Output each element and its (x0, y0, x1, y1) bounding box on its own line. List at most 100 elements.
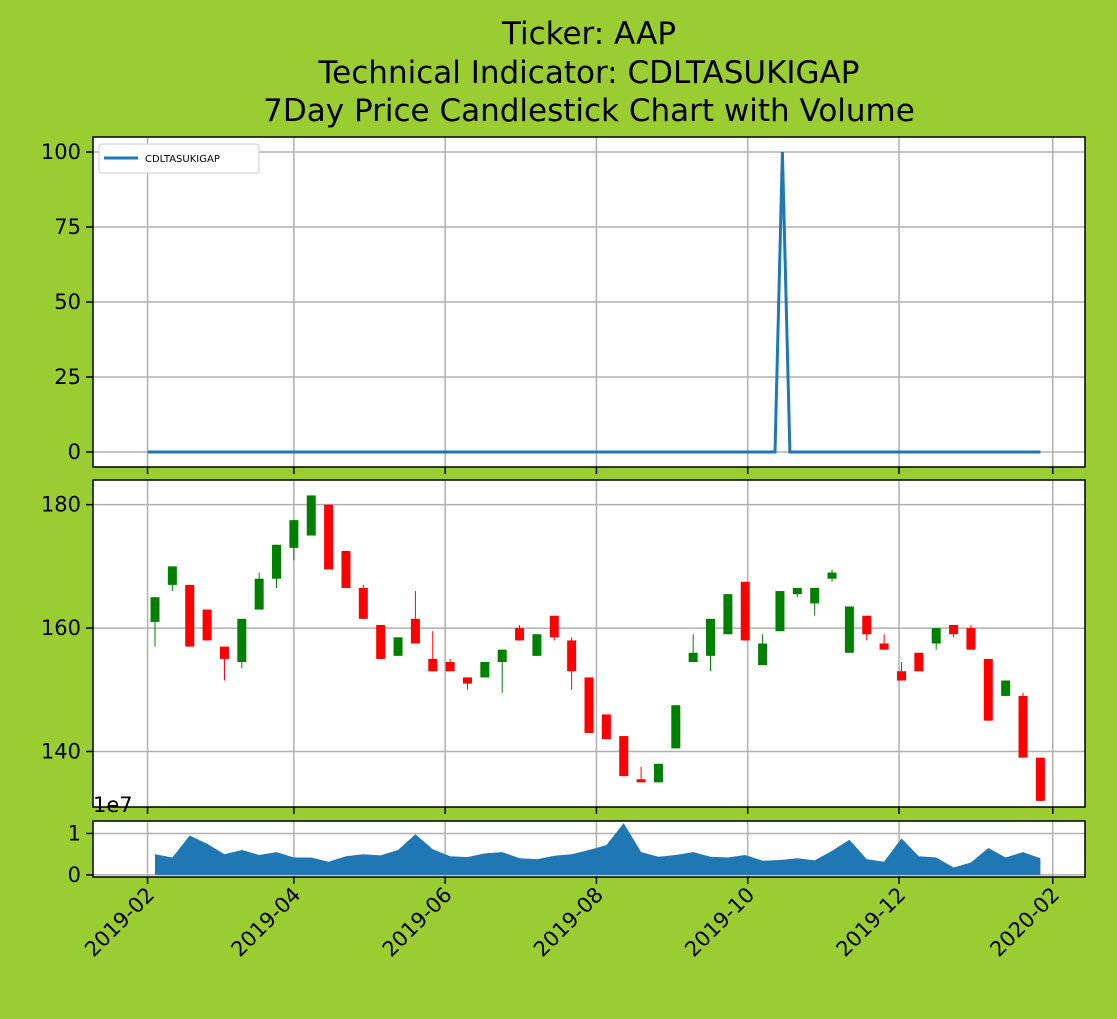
candle (983, 658, 993, 721)
candle (844, 606, 854, 653)
candle (584, 677, 594, 733)
candle (219, 646, 229, 681)
candle (306, 495, 316, 536)
candle (462, 677, 472, 690)
candle (619, 736, 629, 777)
volume-offset-label: 1e7 (93, 793, 133, 817)
candle (254, 572, 264, 610)
candle (445, 658, 455, 672)
volume-panel: 0 1 1e7 (68, 793, 1086, 887)
candle (567, 637, 577, 690)
y-tick-label: 140 (41, 739, 81, 763)
candle-body (428, 658, 438, 672)
candle-body (983, 658, 993, 721)
legend: CDLTASUKIGAP (98, 143, 260, 174)
candle (1035, 757, 1045, 801)
candle-body (671, 705, 681, 749)
candle-body (515, 628, 525, 641)
candle (740, 581, 750, 641)
candle-body (567, 640, 577, 672)
candle (601, 714, 611, 740)
candle-body (896, 671, 906, 681)
candle-body (289, 520, 299, 548)
series-line-cdltasukigap (147, 151, 1041, 454)
y-tick-label: 160 (41, 616, 81, 640)
price-plot-area (93, 480, 1085, 807)
candle (324, 504, 334, 570)
candle (376, 624, 386, 659)
candle-body (740, 581, 750, 641)
candle (150, 597, 160, 647)
candle (202, 609, 212, 641)
candle-body (185, 584, 195, 647)
candle-body (688, 652, 698, 663)
candle (393, 637, 403, 656)
candle-body (376, 624, 386, 659)
candle (810, 587, 820, 616)
y-tick-label: 0 (68, 440, 81, 464)
candle-body (879, 643, 889, 650)
candle (167, 566, 177, 592)
candle-body (1001, 680, 1011, 696)
candle (532, 634, 542, 656)
figure-title: Ticker: AAP Technical Indicator: CDLTASU… (263, 16, 915, 129)
candle-body (914, 652, 924, 672)
candle (706, 618, 716, 672)
candle (931, 628, 941, 650)
price-panel: 140 160 180 (41, 479, 1086, 814)
candle (237, 618, 247, 669)
candle (896, 662, 906, 681)
candle (515, 624, 525, 641)
indicator-panel: 0 25 50 75 100 CDLTASUKIGAP (41, 136, 1086, 474)
candle (185, 584, 195, 647)
candle (341, 550, 351, 588)
candle-body (584, 677, 594, 733)
candle-body (619, 736, 629, 777)
candle-body (393, 637, 403, 656)
price-y-ticks: 140 160 180 (41, 493, 93, 763)
candle-body (497, 649, 507, 663)
candle-body (931, 628, 941, 644)
candle-body (810, 587, 820, 604)
candle-body (445, 662, 455, 672)
candle-body (324, 504, 334, 570)
candle (497, 649, 507, 693)
candle-body (966, 628, 976, 650)
candle (410, 591, 420, 644)
candle (549, 615, 559, 641)
candle (688, 634, 698, 663)
candle-body (410, 618, 420, 644)
candle (1018, 692, 1028, 758)
candle-body (480, 662, 490, 678)
candle-body (636, 779, 646, 783)
title-line-1: Ticker: AAP (501, 16, 676, 52)
candlesticks (150, 495, 1045, 801)
y-tick-label: 0 (68, 863, 81, 887)
candle-body (202, 609, 212, 641)
candle-body (219, 646, 229, 659)
candle-body (862, 615, 872, 635)
legend-label-cdltasukigap: CDLTASUKIGAP (145, 154, 220, 165)
candle (636, 766, 646, 783)
candle (879, 634, 889, 650)
candle (966, 624, 976, 650)
candle-body (949, 624, 959, 635)
candle (358, 584, 368, 619)
candle (862, 615, 872, 641)
candle (827, 569, 837, 582)
candle-body (254, 578, 264, 610)
candle-body (844, 606, 854, 653)
candle-body (1035, 757, 1045, 801)
candle (792, 587, 802, 598)
title-line-3: 7Day Price Candlestick Chart with Volume (263, 93, 915, 129)
candle (480, 662, 490, 678)
y-tick-label: 1 (68, 821, 81, 845)
candle (1001, 680, 1011, 696)
candle-body (549, 615, 559, 638)
candle-body (167, 566, 177, 585)
candle-body (306, 495, 316, 536)
candle-body (462, 677, 472, 684)
candle-body (1018, 695, 1028, 758)
title-line-2: Technical Indicator: CDLTASUKIGAP (318, 55, 860, 91)
